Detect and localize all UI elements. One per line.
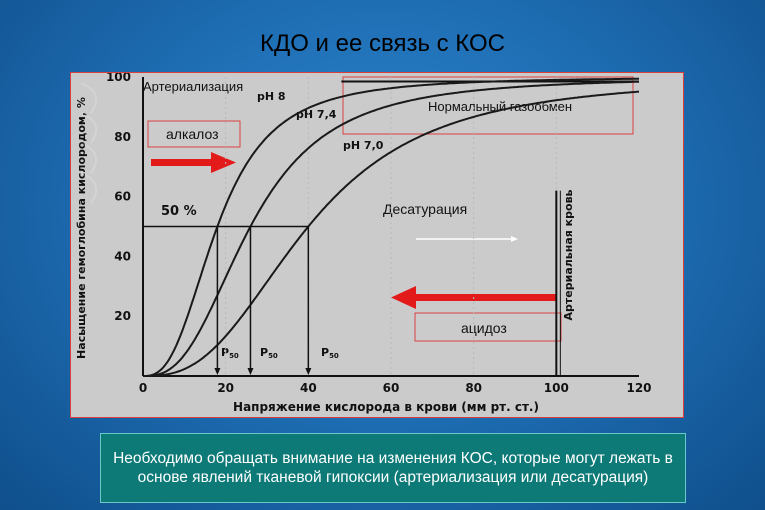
acidosis-label: ацидоз [461,320,507,336]
curve-ph8 [143,77,639,377]
alkalosis-label: алкалоз [166,126,219,142]
acidosis-arrow [391,286,556,309]
normal-exchange-box [342,76,634,135]
chart-svg: Насыщение гемоглобина кислородом, % Напр… [75,73,652,414]
arterialization-label: Артериализация [143,79,243,94]
curve-ph74 [143,80,640,377]
y-tick-label: 60 [114,190,131,204]
desaturation-label: Десатурация [383,201,467,217]
svg-text:P50: P50 [260,346,278,360]
footer-note: Необходимо обращать внимание на изменени… [100,433,686,503]
curve-ph70 [143,90,640,377]
p50-drop-arrow [247,368,254,375]
decoration-swirl [80,112,98,144]
decoration-swirl [80,82,98,114]
p50-label-ph8: P50 [221,346,239,360]
x-tick-label: 20 [217,381,234,395]
y-tick-label: 80 [114,130,131,144]
x-tick-label: 60 [383,381,400,395]
desaturation-arrow [416,236,518,242]
p50-label-ph74: P50 [260,346,278,360]
svg-text:P50: P50 [221,346,239,360]
corner-decoration [80,82,98,204]
p50-drop-arrow [305,368,312,375]
acidosis-box [414,312,562,342]
y-tick-label: 40 [114,249,131,263]
arterial-blood-label: Артериальная кровь [562,189,575,320]
y-axis-label: Насыщение гемоглобина кислородом, % [75,97,88,359]
alkalosis-box [147,120,241,148]
x-tick-label: 0 [139,381,147,395]
series-label-ph8: pH 8 [257,90,286,103]
footer-text: Необходимо обращать внимание на изменени… [113,450,673,486]
fifty-percent-label: 50 % [161,204,197,219]
chart-marks: 0 20 40 60 80 100 120 20 40 60 80 100 [106,73,652,395]
y-tick-label: 20 [114,309,131,323]
oxygen-dissociation-chart: Насыщение гемоглобина кислородом, % Напр… [70,72,684,418]
x-axis-label: Напряжение кислорода в крови (мм рт. ст.… [233,400,539,414]
x-tick-label: 100 [544,381,569,395]
alkalosis-arrow [151,152,236,173]
x-tick-label: 40 [300,381,317,395]
p50-drop-arrow [214,368,221,375]
x-tick-label: 80 [465,381,482,395]
svg-text:P50: P50 [321,346,339,360]
series-label-ph70: pH 7,0 [343,139,384,152]
x-tick-label: 120 [626,381,651,395]
slide-title: КДО и ее связь с КОС [259,30,506,57]
y-tick-label: 100 [106,73,131,84]
p50-label-ph70: P50 [321,346,339,360]
decoration-swirl [80,172,98,204]
series-label-ph74: pH 7,4 [296,108,337,121]
decoration-swirl [80,142,98,174]
